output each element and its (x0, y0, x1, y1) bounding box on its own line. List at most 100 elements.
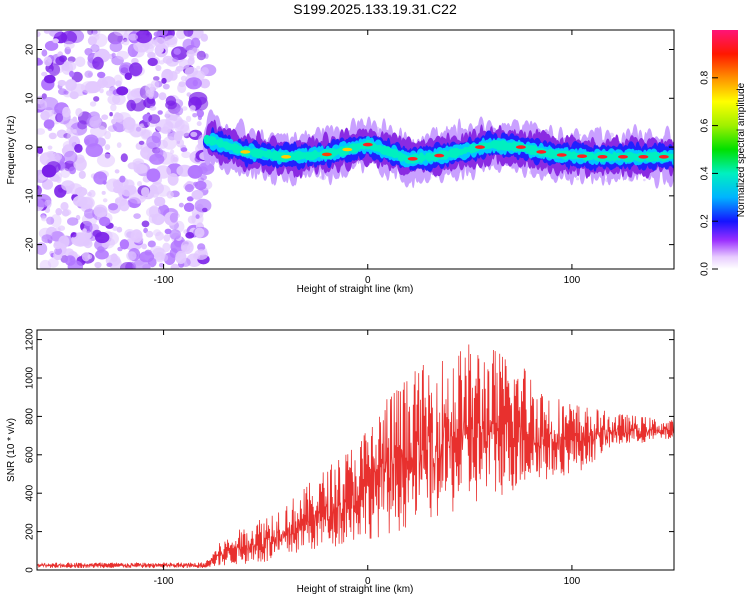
heatmap-cell (122, 117, 136, 130)
heatmap-cell (180, 124, 190, 137)
spectrogram-x-tick-label: -100 (154, 275, 174, 286)
heatmap-cell (178, 202, 184, 208)
heatmap-cell (67, 260, 83, 269)
snr-line-layer (37, 344, 674, 569)
heatmap-cell (70, 232, 77, 238)
heatmap-cell (77, 120, 88, 130)
colorbar-tick-label: 0.8 (700, 70, 711, 84)
heatmap-cell (116, 226, 123, 233)
heatmap-cell (154, 36, 166, 48)
heatmap-cell (116, 142, 122, 149)
heatmap-cell (62, 106, 71, 118)
heatmap-cell (93, 171, 108, 185)
heatmap-cell (184, 184, 194, 193)
heatmap-cell (89, 101, 97, 107)
heatmap-cell (658, 155, 669, 159)
heatmap-cell (179, 59, 190, 69)
heatmap-cell (113, 30, 128, 36)
heatmap-cell (37, 128, 46, 135)
heatmap-cell (46, 216, 55, 225)
heatmap-cell (169, 212, 178, 223)
heatmap-cell (197, 243, 206, 251)
heatmap-cell (172, 57, 179, 63)
heatmap-cell (191, 189, 204, 200)
heatmap-cell (170, 149, 175, 155)
heatmap-cell (92, 56, 104, 70)
heatmap-cell (67, 217, 79, 226)
snr-y-tick-label: 1000 (25, 366, 36, 389)
heatmap-cell (146, 135, 162, 150)
heatmap-cell (240, 150, 251, 154)
heatmap-cell (65, 79, 77, 91)
heatmap-cell (185, 77, 202, 90)
heatmap-cell (183, 30, 194, 37)
heatmap-cell (72, 129, 77, 134)
heatmap-cell (44, 74, 56, 84)
colorbar-tick-label: 0.0 (700, 262, 711, 276)
heatmap-cell (53, 241, 63, 250)
heatmap-cell (119, 199, 130, 212)
heatmap-cell (211, 138, 217, 145)
heatmap-cell (577, 154, 588, 158)
heatmap-cell (85, 143, 104, 158)
heatmap-cell (180, 75, 187, 82)
snr-x-tick-label: -100 (154, 576, 174, 587)
heatmap-cell (162, 242, 171, 253)
heatmap-cell (99, 216, 111, 227)
heatmap-cell (182, 38, 195, 51)
heatmap-cell (120, 153, 128, 163)
heatmap-cell (147, 57, 158, 67)
heatmap-cell (434, 153, 445, 158)
heatmap-cell (48, 68, 53, 74)
heatmap-cell (94, 261, 102, 269)
spectrogram-x-axis-label: Height of straight line (km) (297, 284, 414, 295)
heatmap-cell (196, 50, 206, 61)
heatmap-cell (203, 134, 211, 145)
heatmap-cell (576, 177, 580, 181)
colorbar: 0.0 0.2 0.4 0.6 0.8 Normalized spectral ampl… (700, 30, 747, 276)
colorbar-tick-label: 0.4 (700, 166, 711, 180)
heatmap-cell (43, 56, 52, 67)
heatmap-cell (58, 187, 63, 193)
heatmap-cell (196, 121, 202, 127)
heatmap-cell (153, 229, 161, 237)
heatmap-cell (162, 83, 170, 90)
heatmap-cell (183, 202, 195, 212)
heatmap-cell (638, 155, 649, 159)
heatmap-cell (116, 50, 129, 60)
heatmap-cell (475, 145, 485, 149)
heatmap-cell (185, 232, 195, 239)
heatmap-cell (47, 30, 63, 37)
spectrogram-frame (36, 29, 675, 270)
heatmap-cell (89, 115, 102, 129)
heatmap-cell (173, 132, 183, 142)
heatmap-cell (114, 169, 120, 174)
heatmap-cell (99, 88, 104, 94)
heatmap-cell (115, 198, 121, 204)
heatmap-cell (116, 86, 129, 96)
heatmap-cell (147, 51, 156, 59)
heatmap-cell (104, 130, 111, 140)
heatmap-cell (72, 116, 77, 122)
heatmap-cell (106, 90, 113, 96)
heatmap-cell (96, 153, 116, 168)
heatmap-cell (37, 99, 48, 110)
heatmap-cell (145, 230, 154, 238)
heatmap-cell (194, 249, 209, 260)
heatmap-cell (181, 106, 188, 111)
heatmap-cell (201, 67, 209, 76)
heatmap-cell (54, 247, 63, 255)
heatmap-cell (187, 165, 203, 179)
heatmap-cell (158, 262, 165, 268)
heatmap-cell (147, 240, 156, 248)
heatmap-cell (96, 80, 103, 88)
heatmap-cell (37, 146, 44, 154)
heatmap-cell (618, 155, 628, 159)
snr-frame (36, 329, 675, 571)
spectrogram-y-tick-label: 20 (25, 44, 36, 56)
snr-y-tick-label: 200 (25, 523, 36, 540)
heatmap-cell (190, 131, 198, 137)
